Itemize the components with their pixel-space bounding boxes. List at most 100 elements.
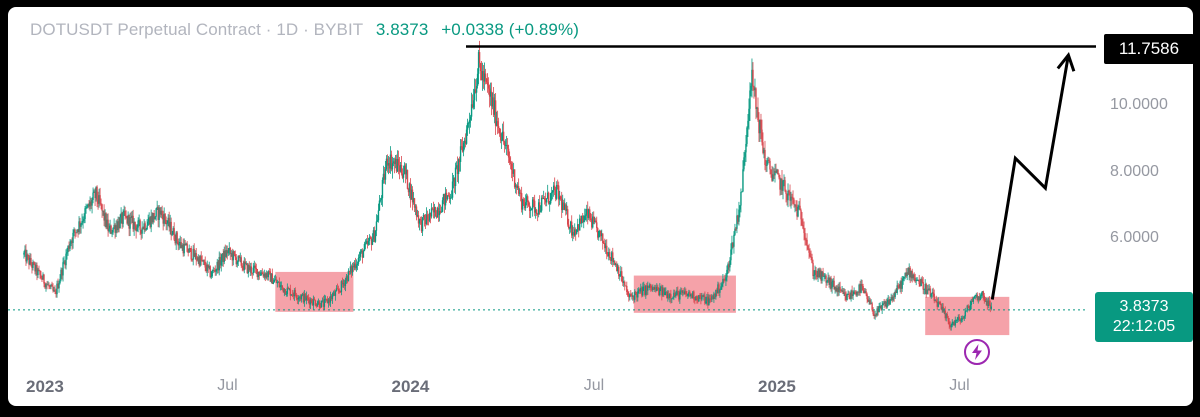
candle (781, 170, 783, 195)
candle (878, 302, 880, 313)
candle (621, 267, 623, 283)
candle (219, 252, 221, 269)
candle (406, 169, 409, 190)
candle (574, 223, 576, 237)
candle (635, 290, 637, 295)
candle (393, 157, 396, 174)
candle (713, 291, 715, 303)
candle (298, 295, 301, 302)
candle (770, 169, 772, 178)
candle (982, 290, 984, 301)
candle (575, 227, 577, 241)
candle (108, 223, 110, 233)
candle (686, 290, 688, 297)
candle (966, 304, 968, 313)
candle (137, 217, 139, 233)
candle (768, 157, 770, 164)
candle (975, 292, 977, 298)
candle (634, 289, 636, 303)
candle (823, 273, 825, 282)
candle (432, 201, 435, 219)
lightning-icon[interactable] (963, 338, 991, 366)
price-chart[interactable] (8, 7, 1193, 406)
candle (398, 157, 401, 180)
candle (276, 279, 279, 288)
candle (799, 198, 801, 211)
candle (721, 281, 723, 290)
candle (251, 272, 253, 279)
candle (822, 267, 824, 277)
candle (191, 258, 193, 262)
candle (159, 207, 161, 218)
candle (112, 227, 114, 235)
candle (99, 187, 101, 206)
candle (470, 92, 473, 121)
candle (54, 285, 56, 295)
candle (418, 218, 421, 231)
candle (718, 282, 720, 296)
candle (364, 239, 367, 250)
candle (385, 155, 388, 171)
candle (965, 310, 967, 312)
candle (315, 302, 318, 308)
candle (401, 168, 404, 180)
candle (509, 156, 512, 170)
candle (192, 245, 194, 266)
candle (798, 201, 800, 210)
candle (194, 250, 196, 260)
candle (207, 264, 209, 273)
projection-path[interactable] (990, 54, 1070, 300)
candle (37, 267, 39, 279)
candle (985, 297, 987, 306)
candle (842, 287, 844, 295)
candle (583, 215, 585, 229)
candle (725, 273, 727, 287)
candle (627, 289, 629, 297)
candle (504, 139, 507, 150)
candle (879, 302, 881, 309)
candle (709, 294, 711, 304)
candle (269, 268, 272, 282)
candle (464, 133, 467, 148)
candle (421, 217, 424, 236)
candle (756, 106, 758, 118)
symbol-title[interactable]: DOTUSDT Perpetual Contract · 1D · BYBIT (30, 20, 363, 39)
candle (46, 281, 48, 290)
candle (289, 284, 292, 301)
candle (451, 172, 454, 200)
candle (655, 284, 657, 293)
candle (874, 310, 876, 320)
candle (424, 214, 427, 230)
candle (715, 289, 717, 300)
candle (629, 293, 631, 301)
candle (584, 208, 586, 223)
candle (576, 229, 578, 235)
candle (72, 229, 74, 249)
candle (304, 292, 307, 301)
candle (761, 119, 763, 146)
candle (254, 262, 256, 274)
candle (145, 227, 147, 231)
candle (552, 182, 555, 197)
candle (841, 285, 843, 293)
candle (114, 223, 116, 239)
candle (334, 290, 337, 301)
candle (118, 216, 120, 233)
candle (379, 197, 382, 203)
candle (481, 62, 484, 91)
candle (730, 243, 732, 265)
candle (978, 292, 980, 302)
candle (988, 295, 990, 306)
candle (439, 204, 442, 214)
candle (952, 321, 954, 326)
candle (916, 277, 918, 282)
candle (821, 271, 823, 284)
candle (733, 231, 735, 254)
candle (338, 288, 341, 294)
candle (125, 210, 127, 219)
candle (488, 84, 491, 108)
candle (510, 161, 513, 179)
candle (562, 194, 564, 213)
candle (426, 210, 429, 226)
candle (412, 191, 415, 205)
